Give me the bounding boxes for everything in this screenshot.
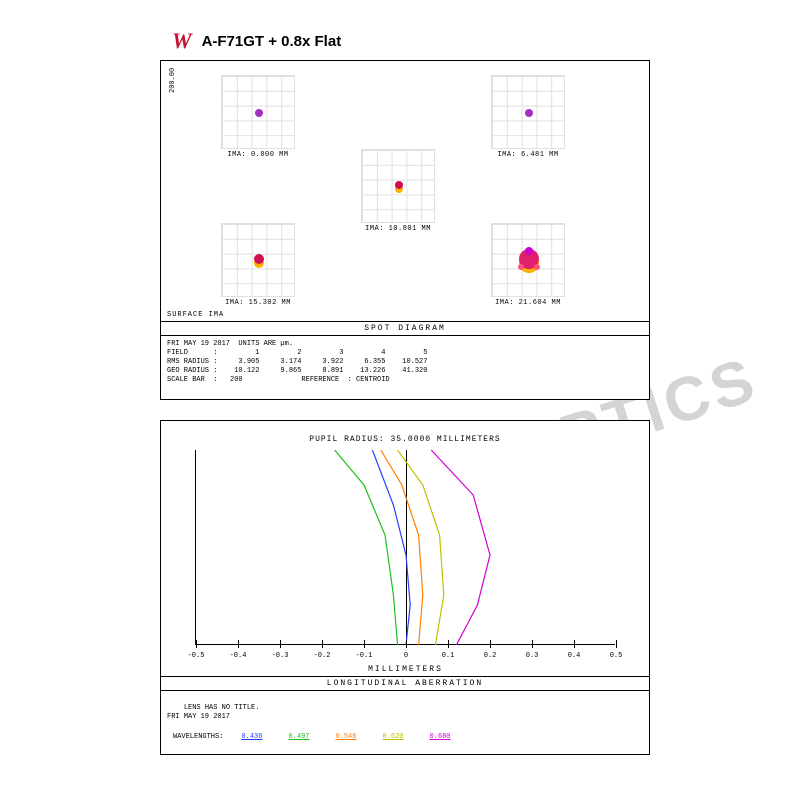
- aberration-tick-label: 0.1: [442, 652, 455, 660]
- aberration-tick: [448, 640, 449, 648]
- aberration-tick-label: 0.4: [568, 652, 581, 660]
- spot-cell: IMA: 6.481 MM: [491, 75, 565, 149]
- spot-dot: [255, 109, 263, 117]
- spot-cell: IMA: 10.801 MM: [361, 149, 435, 223]
- spot-grid: [491, 223, 565, 297]
- spot-grid: [361, 149, 435, 223]
- spot-dot: [534, 264, 540, 270]
- header: W A-F71GT + 0.8x Flat: [172, 28, 341, 54]
- aberration-tick-label: -0.3: [272, 652, 289, 660]
- spot-cell: IMA: 0.000 MM: [221, 75, 295, 149]
- aberration-tick: [406, 640, 407, 648]
- aberration-area: PUPIL RADIUS: 35.0000 MILLIMETERS MILLIM…: [161, 421, 649, 676]
- aberration-tick: [574, 640, 575, 648]
- spot-grid: [221, 75, 295, 149]
- aberration-tick: [322, 640, 323, 648]
- wavelength-value: 0.497: [288, 733, 309, 741]
- surface-label: SURFACE IMA: [167, 311, 224, 319]
- spot-label: IMA: 15.302 MM: [221, 299, 295, 307]
- spot-cell: IMA: 15.302 MM: [221, 223, 295, 297]
- spot-label: IMA: 0.000 MM: [221, 151, 295, 159]
- aberration-title: LONGITUDINAL ABERRATION: [161, 676, 649, 690]
- aberration-tick: [280, 640, 281, 648]
- pupil-radius-label: PUPIL RADIUS: 35.0000 MILLIMETERS: [161, 435, 649, 444]
- aberration-panel: PUPIL RADIUS: 35.0000 MILLIMETERS MILLIM…: [160, 420, 650, 755]
- aberration-tick: [616, 640, 617, 648]
- aberration-tick: [532, 640, 533, 648]
- spot-dot: [525, 109, 533, 117]
- spot-diagram-panel: 200.00 IMA: 0.000 MM IMA: 6.481 MM IMA: 10…: [160, 60, 650, 400]
- page-title: A-F71GT + 0.8x Flat: [202, 33, 342, 50]
- wavelength-row: WAVELENGTHS: 0.436 0.497 0.546 0.620 0.680: [167, 731, 643, 744]
- aberration-tick-label: -0.4: [230, 652, 247, 660]
- spot-grid: [221, 223, 295, 297]
- aberration-curves: [196, 450, 616, 645]
- spot-diagram-area: 200.00 IMA: 0.000 MM IMA: 6.481 MM IMA: 10…: [161, 61, 649, 321]
- aberration-curve: [372, 450, 410, 645]
- wavelengths-label: WAVELENGTHS:: [173, 733, 223, 742]
- spot-label: IMA: 21.604 MM: [491, 299, 565, 307]
- aberration-tick: [490, 640, 491, 648]
- spot-grid: [491, 75, 565, 149]
- aberration-tick: [364, 640, 365, 648]
- spot-dot: [518, 264, 524, 270]
- wavelength-value: 0.620: [382, 733, 403, 741]
- wavelength-value: 0.546: [335, 733, 356, 741]
- spot-label: IMA: 6.481 MM: [491, 151, 565, 159]
- aberration-tick-label: -0.2: [314, 652, 331, 660]
- aberration-chart: MILLIMETERS -0.5-0.4-0.3-0.2-0.100.10.20…: [195, 450, 615, 645]
- spot-label: IMA: 10.801 MM: [361, 225, 435, 233]
- aberration-curve: [335, 450, 398, 645]
- spot-cell: IMA: 21.604 MM: [491, 223, 565, 297]
- aberration-tick: [238, 640, 239, 648]
- scale-bar-label: 200.00: [169, 68, 177, 93]
- spot-dot: [525, 247, 533, 255]
- aberration-tick: [196, 640, 197, 648]
- aberration-footer: LENS HAS NO TITLE. FRI MAY 19 2017 WAVEL…: [161, 690, 649, 767]
- brand-logo: W: [172, 28, 192, 54]
- wavelength-value: 0.680: [429, 733, 450, 741]
- aberration-tick-label: -0.5: [188, 652, 205, 660]
- spot-diagram-title: SPOT DIAGRAM: [161, 321, 649, 335]
- aberration-tick-label: 0.5: [610, 652, 623, 660]
- aberration-tick-label: 0.3: [526, 652, 539, 660]
- aberration-tick-label: -0.1: [356, 652, 373, 660]
- spot-dot: [395, 181, 403, 189]
- spot-diagram-data: FRI MAY 19 2017 UNITS ARE µm. FIELD : 1 …: [161, 335, 649, 389]
- wavelength-value: 0.436: [241, 733, 262, 741]
- aberration-footer-text: LENS HAS NO TITLE. FRI MAY 19 2017: [167, 704, 259, 721]
- aberration-tick-label: 0: [404, 652, 408, 660]
- aberration-tick-label: 0.2: [484, 652, 497, 660]
- aberration-xlabel: MILLIMETERS: [368, 665, 443, 674]
- spot-dot: [254, 254, 264, 264]
